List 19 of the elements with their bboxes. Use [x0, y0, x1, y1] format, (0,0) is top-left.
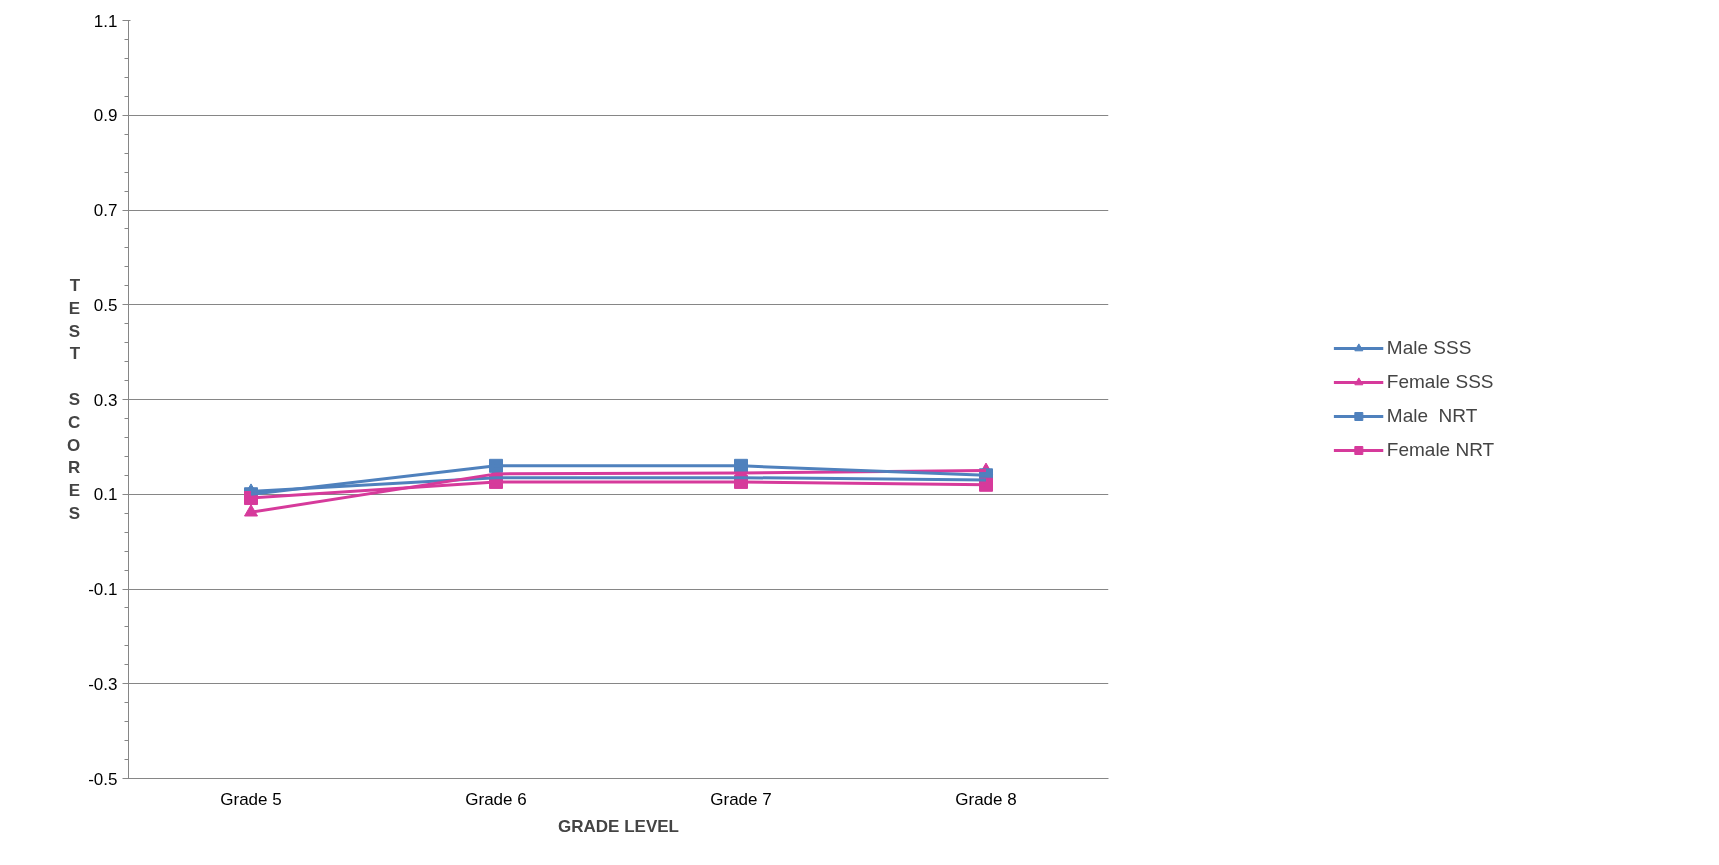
- y-tick-label: -0.5: [88, 769, 118, 789]
- legend-label: Female SSS: [1386, 371, 1494, 393]
- x-tick-label: Grade 8: [955, 789, 1017, 809]
- y-tick-label: -0.3: [88, 674, 118, 694]
- y-tick-label: 0.3: [93, 390, 118, 410]
- y-tick-label: 1.1: [93, 11, 118, 31]
- legend-label: Male NRT: [1386, 405, 1478, 427]
- legend-label: Male SSS: [1386, 337, 1472, 359]
- y-tick-label: 0.9: [93, 106, 118, 126]
- x-tick-label: Grade 7: [710, 789, 772, 809]
- y-tick-label: -0.1: [88, 580, 118, 599]
- legend-label: Female NRT: [1386, 439, 1495, 461]
- text: TEST SCORES: [66, 276, 81, 523]
- y-tick-label: 0.5: [93, 295, 118, 315]
- y-tick-label: 0.7: [93, 201, 118, 220]
- x-tick-label: Grade 6: [465, 789, 527, 809]
- x-tick-label: Grade 5: [220, 789, 282, 809]
- y-tick-label: 0.1: [93, 485, 118, 505]
- x-axis-title: GRADE LEVEL: [558, 816, 679, 836]
